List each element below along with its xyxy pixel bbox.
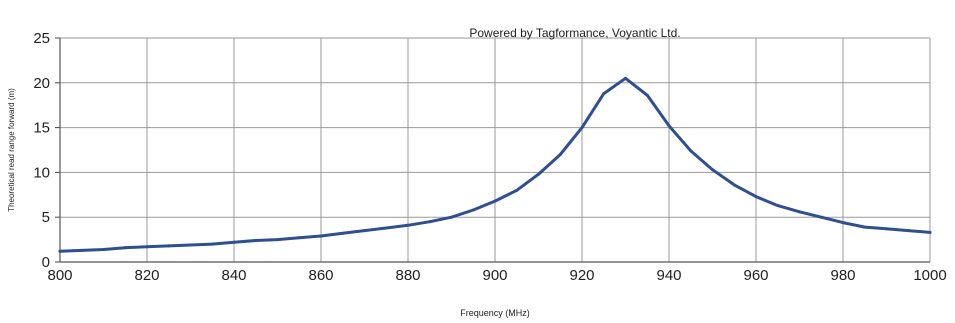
data-point bbox=[493, 199, 497, 203]
data-point bbox=[232, 240, 236, 244]
data-point bbox=[754, 195, 758, 199]
data-point bbox=[841, 221, 845, 225]
data-point bbox=[537, 172, 540, 176]
series-points bbox=[58, 76, 932, 253]
data-point bbox=[819, 215, 823, 219]
data-point bbox=[276, 238, 279, 242]
data-point bbox=[602, 92, 606, 96]
data-point bbox=[384, 226, 388, 230]
data-point bbox=[580, 126, 584, 130]
data-point bbox=[189, 243, 192, 247]
data-point bbox=[558, 152, 562, 156]
y-tick-label: 0 bbox=[42, 254, 50, 271]
data-point bbox=[732, 183, 736, 187]
x-tick-label: 820 bbox=[134, 267, 159, 284]
data-point bbox=[906, 229, 910, 233]
data-point bbox=[363, 229, 366, 233]
x-tick-label: 880 bbox=[395, 267, 420, 284]
data-point bbox=[80, 248, 84, 252]
data-point bbox=[885, 227, 888, 231]
axes bbox=[59, 38, 930, 263]
x-tick-labels: 800 820 840 860 880 900 920 940 960 980 1000 bbox=[47, 267, 946, 284]
x-tick-label: 800 bbox=[47, 267, 72, 284]
data-point bbox=[319, 234, 323, 238]
x-tick-label: 940 bbox=[656, 267, 681, 284]
data-point bbox=[145, 245, 149, 249]
data-point bbox=[624, 76, 627, 80]
data-point bbox=[58, 249, 62, 253]
y-tick-label: 25 bbox=[33, 30, 50, 47]
data-point bbox=[645, 93, 649, 97]
data-point bbox=[210, 242, 214, 246]
data-point bbox=[254, 238, 258, 242]
x-tick-label: 840 bbox=[221, 267, 246, 284]
data-point bbox=[406, 223, 410, 227]
data-point bbox=[167, 244, 171, 248]
x-tick-label: 920 bbox=[569, 267, 594, 284]
data-point bbox=[428, 220, 432, 224]
data-point bbox=[863, 225, 867, 229]
chart-annotation: Powered by Tagformance, Voyantic Ltd. bbox=[469, 26, 680, 40]
data-point bbox=[515, 188, 519, 192]
data-point bbox=[297, 236, 301, 240]
data-point bbox=[928, 230, 932, 234]
data-point bbox=[102, 247, 105, 251]
y-tick-label: 5 bbox=[42, 209, 50, 226]
data-point bbox=[123, 246, 127, 250]
y-tick-label: 20 bbox=[33, 75, 50, 92]
x-tick-label: 860 bbox=[308, 267, 333, 284]
data-point bbox=[689, 149, 693, 153]
data-point bbox=[798, 210, 801, 214]
data-point bbox=[711, 168, 714, 172]
x-tick-label: 1000 bbox=[913, 267, 946, 284]
data-point bbox=[341, 231, 345, 235]
y-axis-title: Theoretical read range forward (m) bbox=[7, 88, 16, 212]
data-point bbox=[471, 208, 475, 212]
data-point bbox=[450, 215, 453, 219]
y-tick-label: 10 bbox=[33, 164, 50, 181]
y-tick-label: 15 bbox=[33, 120, 50, 137]
grid bbox=[55, 37, 931, 263]
x-tick-label: 980 bbox=[830, 267, 855, 284]
x-axis-title: Frequency (MHz) bbox=[460, 308, 530, 318]
x-tick-label: 960 bbox=[743, 267, 768, 284]
data-point bbox=[776, 204, 780, 208]
y-tick-labels: 0 5 10 15 20 25 bbox=[33, 30, 50, 271]
x-tick-label: 900 bbox=[482, 267, 507, 284]
data-point bbox=[667, 124, 671, 128]
